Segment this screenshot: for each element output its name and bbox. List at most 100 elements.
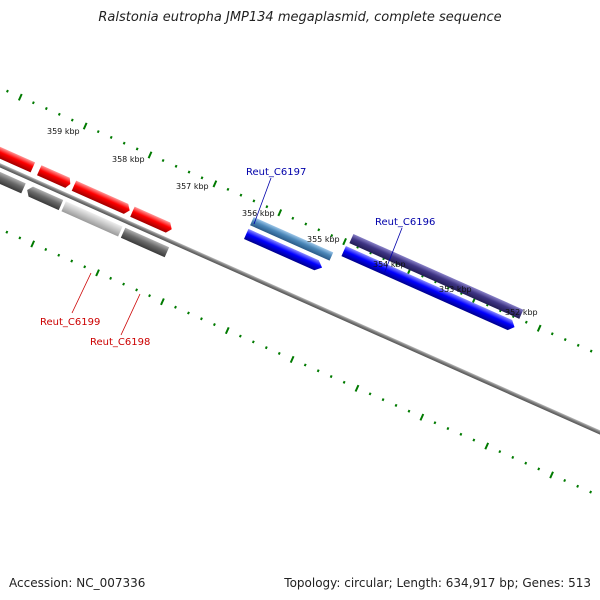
ruler-label-355: 355 kbp bbox=[307, 235, 340, 244]
gene-red-4[interactable] bbox=[130, 206, 174, 235]
outer-ruler-minor-tick bbox=[44, 106, 48, 111]
gene-reut-c6196[interactable] bbox=[349, 234, 524, 319]
outer-ruler-minor-tick bbox=[226, 187, 230, 191]
ruler-label-353: 353 kbp bbox=[439, 285, 472, 294]
gene-reut-c6199[interactable] bbox=[61, 201, 123, 237]
outer-ruler-ticks bbox=[6, 89, 593, 353]
gene-blue-1[interactable] bbox=[243, 228, 324, 273]
ruler-label-358: 358 kbp bbox=[112, 155, 145, 164]
outer-ruler-minor-tick bbox=[135, 147, 139, 151]
ruler-label-352: 352 kbp bbox=[505, 308, 538, 317]
inner-ruler-minor-tick bbox=[148, 294, 151, 298]
inner-ruler-ticks bbox=[5, 230, 593, 494]
inner-ruler-minor-tick bbox=[212, 323, 216, 327]
gene-labels: Reut_C6197 Reut_C6196 Reut_C6199 Reut_C6… bbox=[40, 167, 435, 348]
inner-ruler-major-tick bbox=[224, 326, 230, 335]
inner-ruler-major-tick bbox=[419, 413, 425, 421]
inner-ruler-minor-tick bbox=[18, 236, 22, 240]
inner-ruler-minor-tick bbox=[329, 374, 333, 379]
outer-ruler-major-tick bbox=[147, 151, 153, 159]
outer-ruler-minor-tick bbox=[31, 101, 35, 105]
outer-ruler-minor-tick bbox=[200, 176, 204, 180]
outer-ruler-major-tick bbox=[342, 237, 347, 246]
gene-reut-c6197[interactable] bbox=[250, 217, 334, 261]
inner-ruler-minor-tick bbox=[70, 259, 74, 263]
outer-ruler-minor-tick bbox=[109, 135, 113, 139]
outer-ruler-major-tick bbox=[212, 180, 218, 188]
inner-ruler-minor-tick bbox=[368, 392, 372, 396]
inner-ruler-minor-tick bbox=[511, 455, 515, 459]
inner-ruler-minor-tick bbox=[537, 467, 541, 471]
outer-ruler-minor-tick bbox=[563, 338, 567, 342]
outer-ruler-minor-tick bbox=[252, 199, 256, 203]
label-reut-c6199[interactable]: Reut_C6199 bbox=[40, 317, 100, 328]
plasmid-backbone bbox=[0, 114, 600, 484]
outer-ruler-minor-tick bbox=[70, 118, 74, 122]
ruler-label-359: 359 kbp bbox=[47, 127, 80, 136]
outer-ruler-major-tick bbox=[536, 324, 542, 332]
gene-gray-2[interactable] bbox=[25, 185, 64, 211]
label-reut-c6198[interactable]: Reut_C6198 bbox=[90, 337, 150, 348]
inner-ruler-minor-tick bbox=[83, 265, 87, 269]
outer-ruler-minor-tick bbox=[174, 164, 178, 168]
inner-ruler-minor-tick bbox=[589, 490, 593, 494]
outer-ruler-minor-tick bbox=[304, 222, 308, 226]
inner-ruler-minor-tick bbox=[135, 288, 138, 292]
outer-ruler-minor-tick bbox=[550, 332, 554, 336]
ruler-label-354: 354 kbp bbox=[373, 260, 406, 269]
outer-ruler-minor-tick bbox=[239, 193, 243, 197]
outer-ruler-minor-tick bbox=[317, 228, 321, 232]
inner-ruler-minor-tick bbox=[5, 230, 9, 234]
inner-ruler-major-tick bbox=[289, 355, 295, 364]
label-reut-c6197[interactable]: Reut_C6197 bbox=[246, 167, 306, 178]
outer-ruler-minor-tick bbox=[265, 205, 269, 209]
leader-line-c6199 bbox=[71, 272, 92, 314]
outer-ruler-minor-tick bbox=[524, 320, 528, 324]
gene-gray-1[interactable] bbox=[0, 165, 26, 194]
inner-ruler-minor-tick bbox=[200, 317, 203, 321]
inner-ruler-minor-tick bbox=[264, 346, 268, 350]
outer-ruler-minor-tick bbox=[576, 343, 580, 347]
gene-blue-2[interactable] bbox=[341, 246, 516, 332]
ruler-label-357: 357 kbp bbox=[176, 182, 209, 191]
outer-ruler-minor-tick bbox=[122, 141, 126, 145]
leader-line-c6196 bbox=[383, 227, 403, 275]
inner-ruler-minor-tick bbox=[187, 311, 190, 315]
outer-ruler-minor-tick bbox=[57, 112, 61, 116]
outer-ruler-minor-tick bbox=[187, 170, 191, 174]
inner-ruler-minor-tick bbox=[277, 351, 281, 355]
inner-ruler-minor-tick bbox=[251, 340, 255, 344]
inner-ruler-minor-tick bbox=[446, 426, 450, 431]
inner-ruler-minor-tick bbox=[563, 478, 567, 483]
inner-ruler-minor-tick bbox=[174, 305, 177, 309]
inner-ruler-major-tick bbox=[484, 442, 490, 450]
inner-ruler-minor-tick bbox=[122, 282, 126, 286]
map-title: Ralstonia eutropha JMP134 megaplasmid, c… bbox=[98, 10, 502, 25]
inner-ruler-major-tick bbox=[160, 298, 165, 306]
gene-reut-c6198[interactable] bbox=[120, 227, 170, 258]
inner-ruler-minor-tick bbox=[238, 334, 242, 338]
gene-red-2[interactable] bbox=[37, 165, 73, 189]
outer-ruler-minor-tick bbox=[161, 158, 165, 163]
inner-ruler-major-tick bbox=[354, 384, 360, 392]
outer-ruler-minor-tick bbox=[330, 234, 334, 238]
inner-ruler-minor-tick bbox=[576, 484, 580, 488]
ruler-labels: 359 kbp 358 kbp 357 kbp 356 kbp 355 kbp … bbox=[47, 127, 538, 317]
inner-ruler-minor-tick bbox=[44, 247, 48, 252]
outer-ruler-minor-tick bbox=[96, 130, 100, 134]
inner-ruler-minor-tick bbox=[342, 380, 346, 384]
outer-ruler-major-tick bbox=[277, 209, 283, 217]
gene-red-3[interactable] bbox=[71, 180, 132, 216]
inner-ruler-minor-tick bbox=[407, 409, 411, 413]
inner-ruler-minor-tick bbox=[57, 253, 61, 257]
gene-red-1[interactable] bbox=[0, 144, 36, 173]
inner-ruler-minor-tick bbox=[394, 403, 398, 407]
inner-ruler-major-tick bbox=[95, 269, 100, 277]
inner-ruler-minor-tick bbox=[459, 432, 463, 436]
leader-line-c6198 bbox=[120, 293, 141, 336]
sequence-summary: Topology: circular; Length: 634,917 bp; … bbox=[284, 576, 591, 590]
label-reut-c6196[interactable]: Reut_C6196 bbox=[375, 217, 435, 228]
outer-ruler-minor-tick bbox=[589, 349, 593, 353]
